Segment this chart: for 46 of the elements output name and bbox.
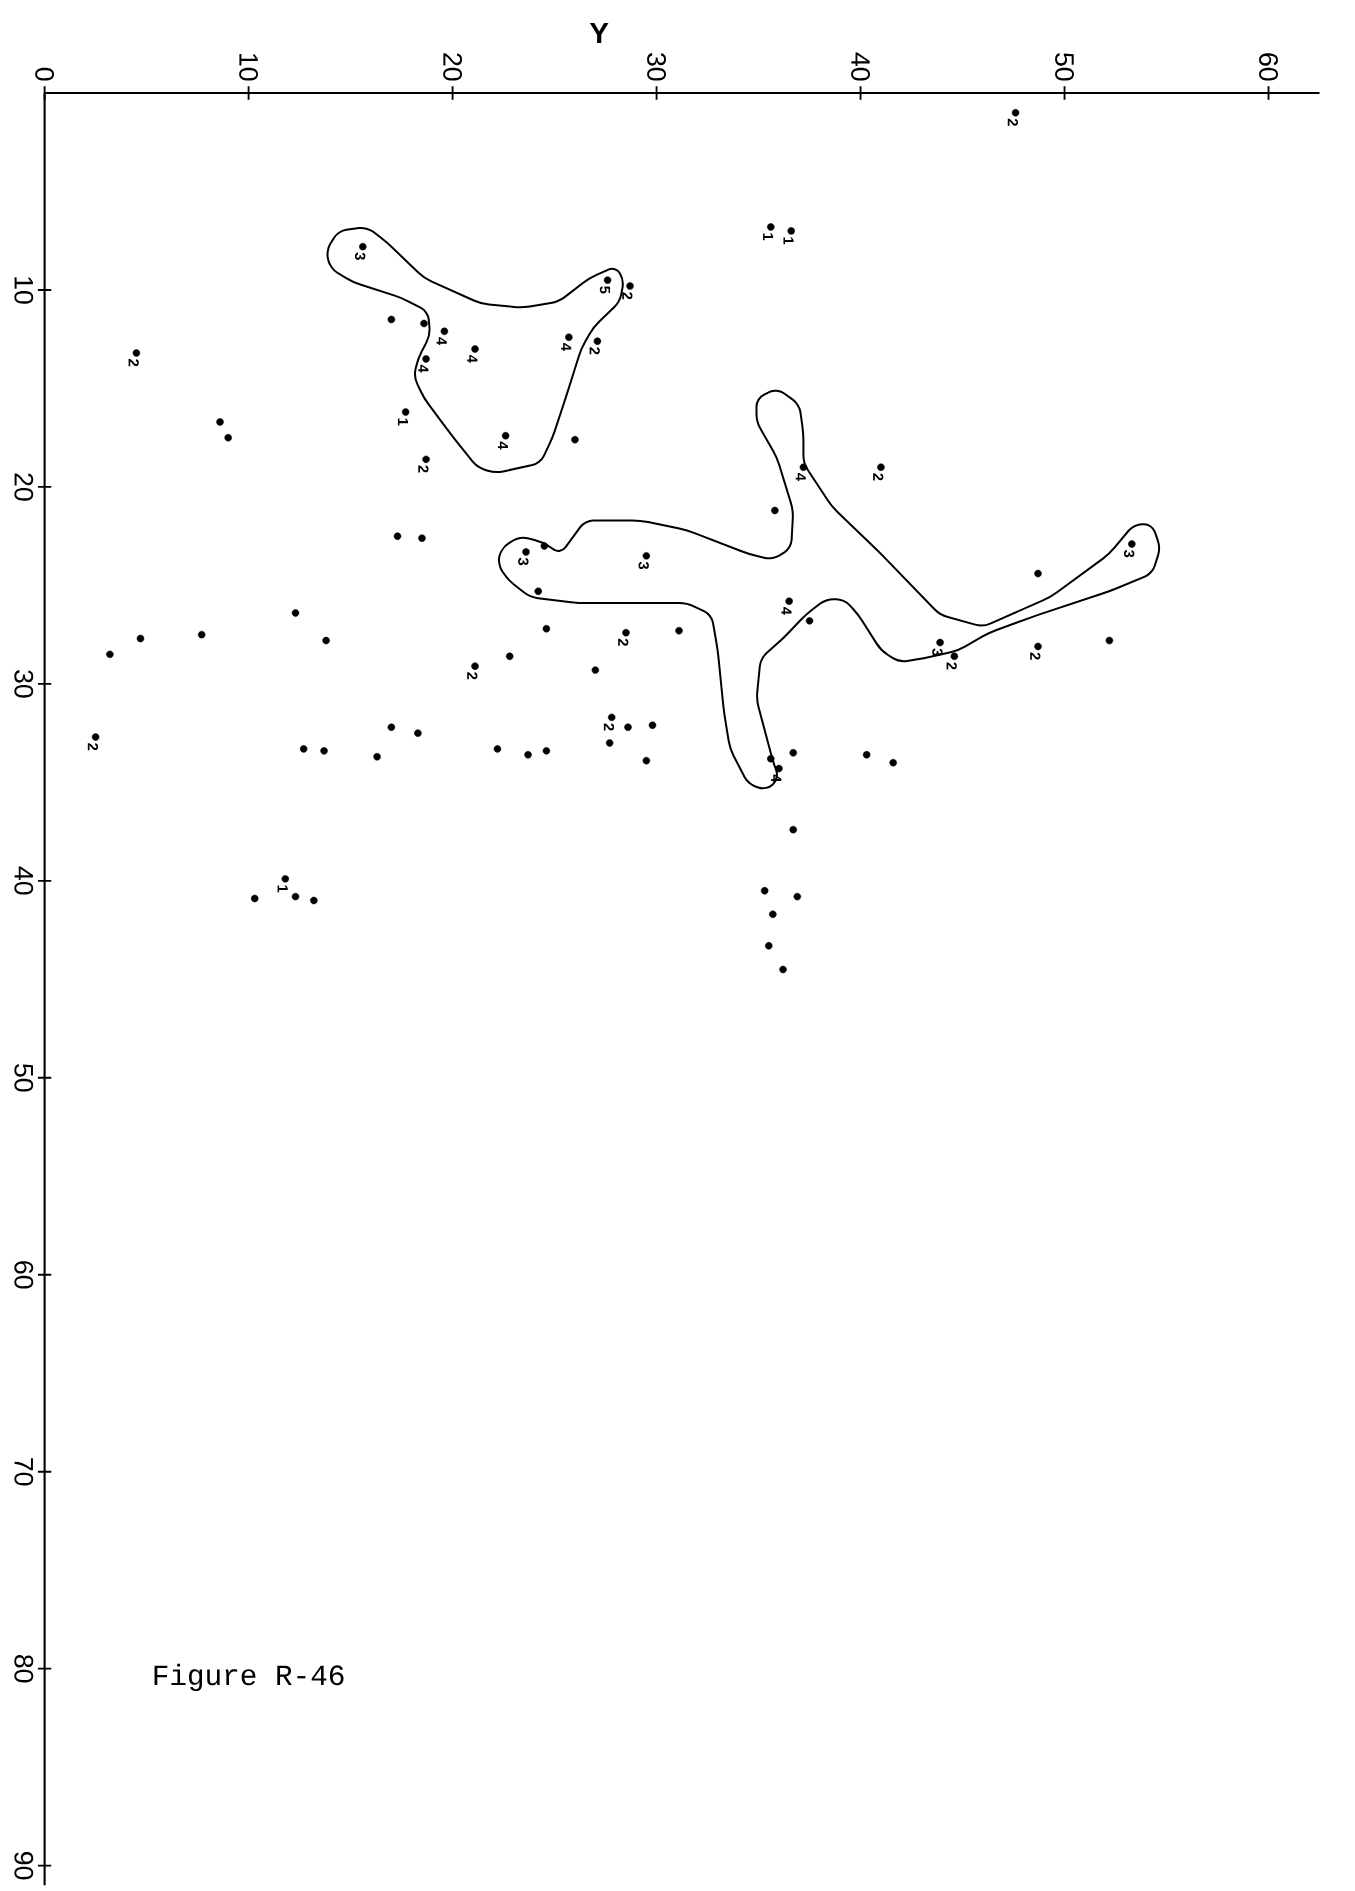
annotation: 4: [781, 607, 792, 615]
annotation: 2: [622, 292, 633, 300]
x-tick-label: 0: [35, 67, 55, 81]
y-tick-label: 20: [14, 473, 34, 501]
x-tick-label: 30: [647, 53, 667, 81]
annotation: 2: [418, 465, 429, 473]
annotation: 3: [518, 557, 529, 566]
annotation: 2: [1030, 652, 1041, 660]
annotation: 2: [946, 662, 957, 670]
annotation: 2: [618, 638, 629, 646]
x-axis-title: Y: [589, 22, 609, 44]
annotation: Figure R-46: [154, 1663, 344, 1692]
y-tick-label: 30: [14, 670, 34, 698]
annotation: 2: [467, 672, 478, 680]
x-tick-label: 60: [1259, 53, 1278, 81]
annotation: 4: [467, 354, 478, 363]
annotation: 4: [561, 343, 572, 351]
annotation: 2: [1007, 118, 1019, 126]
y-tick-label: 60: [14, 1261, 34, 1289]
y-tick-label: 50: [14, 1064, 34, 1092]
annotation: 4: [497, 441, 509, 450]
annotation: 2: [87, 743, 99, 751]
annotation: 2: [603, 723, 615, 731]
x-tick-label: 10: [239, 54, 259, 81]
annotation: 2: [873, 473, 884, 481]
annotation: 3: [1124, 549, 1135, 558]
annotation: 1: [783, 237, 794, 245]
annotation: 1: [397, 418, 409, 426]
annotation: 5: [599, 286, 611, 294]
x-tick-label: 50: [1055, 53, 1075, 81]
annotation: 3: [638, 561, 649, 570]
y-tick-label: 70: [14, 1458, 34, 1486]
annotation: 4: [418, 364, 429, 373]
annotation: 2: [589, 347, 600, 355]
x-tick-label: 20: [443, 53, 463, 81]
annotation: 1: [277, 885, 288, 893]
annotation: 2: [128, 359, 139, 367]
y-tick-label: 10: [14, 277, 34, 304]
y-tick-label: 40: [14, 866, 34, 895]
annotation: 4: [436, 337, 447, 346]
annotation: 3: [355, 252, 366, 260]
y-tick-label: 80: [14, 1654, 34, 1683]
annotation: 4: [795, 473, 806, 481]
y-tick-label: 90: [14, 1852, 34, 1880]
annotation: 1: [763, 233, 774, 241]
x-tick-label: 40: [851, 52, 871, 81]
